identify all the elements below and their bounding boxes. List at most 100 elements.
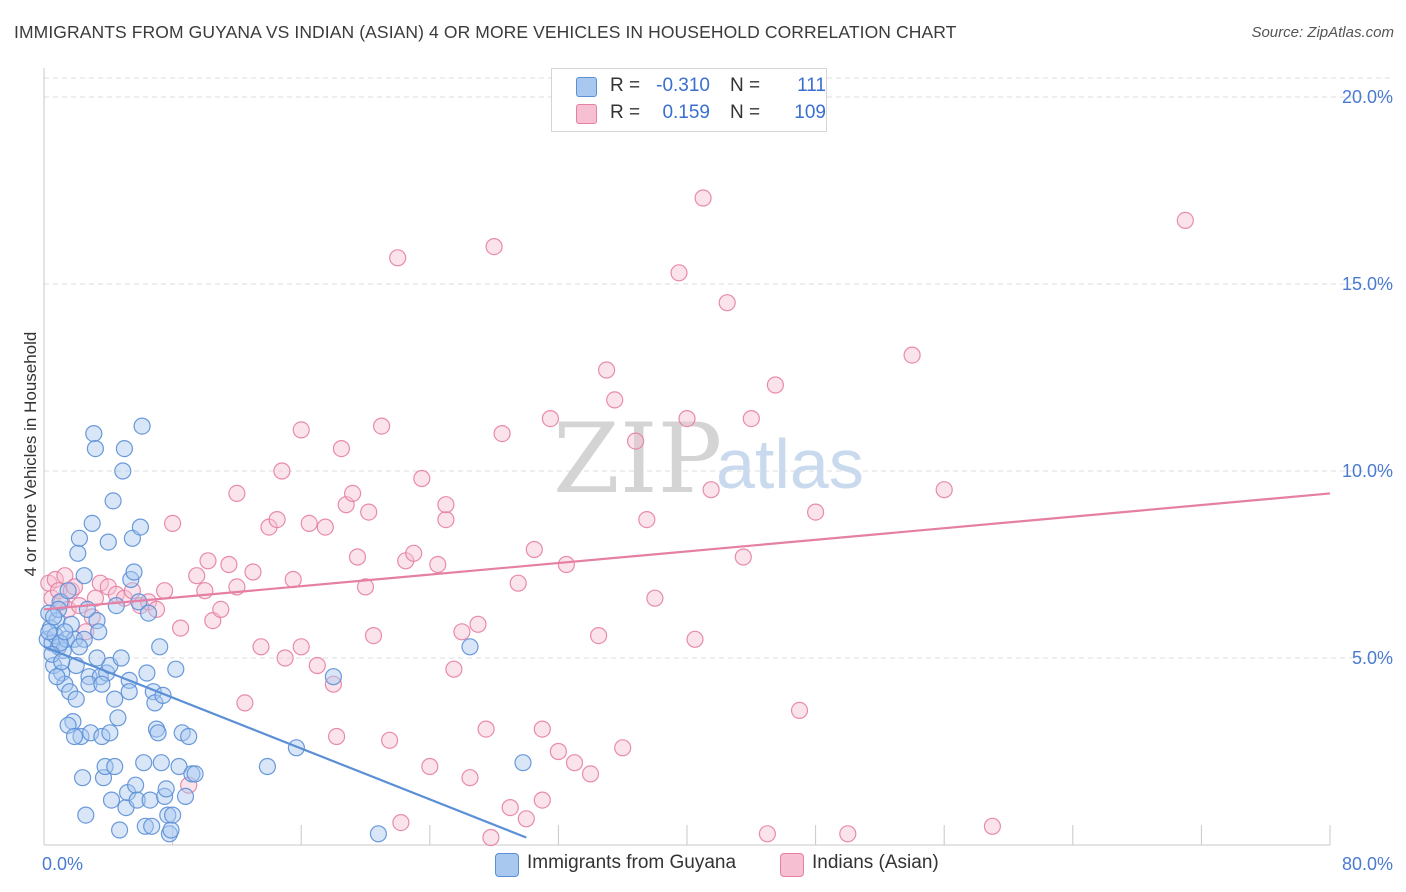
point-indian xyxy=(606,391,624,409)
point-indian xyxy=(742,410,760,428)
point-indian xyxy=(364,626,383,645)
point-guyana xyxy=(287,739,305,757)
point-indian xyxy=(284,570,302,589)
point-guyana xyxy=(72,727,90,746)
point-indian xyxy=(517,810,535,828)
point-guyana xyxy=(44,608,63,626)
tick-labels: 5.0% 10.0% 15.0% 20.0% 0.0% 80.0% xyxy=(42,87,1393,874)
legend-r-value: 0.159 xyxy=(662,102,710,123)
x-tick-label: 0.0% xyxy=(42,854,83,874)
point-indian xyxy=(839,825,857,843)
point-indian xyxy=(236,694,254,712)
point-indian xyxy=(718,294,736,312)
point-indian xyxy=(228,484,246,502)
point-guyana xyxy=(109,709,127,727)
point-guyana xyxy=(141,791,159,809)
point-indian xyxy=(790,701,809,720)
point-indian xyxy=(348,548,367,566)
point-guyana xyxy=(157,780,175,798)
point-indian xyxy=(589,626,608,645)
point-indian xyxy=(477,720,495,738)
point-indian xyxy=(638,510,656,529)
legend-n-label: N = xyxy=(730,102,761,123)
point-guyana xyxy=(114,462,132,480)
point-guyana xyxy=(128,791,146,809)
point-guyana xyxy=(107,596,125,615)
trend-lines xyxy=(43,492,1331,839)
point-indian xyxy=(758,825,777,843)
point-guyana xyxy=(138,664,156,682)
point-indian xyxy=(46,570,64,589)
trend-line-guyana xyxy=(43,645,527,839)
point-guyana xyxy=(133,417,151,435)
point-indian xyxy=(212,600,230,619)
point-indian xyxy=(702,481,720,499)
point-indian xyxy=(597,361,616,379)
point-guyana xyxy=(48,668,66,686)
legend-label: Indians (Asian) xyxy=(812,852,939,873)
point-guyana xyxy=(176,787,195,806)
point-guyana xyxy=(110,821,129,839)
point-indian xyxy=(300,514,318,533)
point-guyana xyxy=(73,769,92,787)
point-guyana xyxy=(102,791,121,809)
point-indian xyxy=(983,817,1002,835)
point-guyana xyxy=(59,582,77,600)
point-indian xyxy=(308,656,326,675)
point-indian xyxy=(276,649,294,667)
point-indian xyxy=(413,469,431,488)
point-guyana xyxy=(96,757,114,776)
point-indian xyxy=(694,189,712,207)
point-guyana xyxy=(40,623,58,641)
point-guyana xyxy=(99,533,117,551)
point-indian xyxy=(332,440,350,458)
point-indian xyxy=(469,615,487,633)
point-indian xyxy=(541,410,560,428)
legend-swatch-blue xyxy=(495,853,519,877)
point-indian xyxy=(360,503,378,521)
point-guyana xyxy=(125,563,143,581)
point-guyana xyxy=(112,649,130,667)
point-guyana xyxy=(106,690,124,708)
point-guyana xyxy=(149,724,167,742)
point-indian xyxy=(678,410,696,428)
point-indian xyxy=(734,548,752,566)
legend-n-value: 109 xyxy=(794,102,826,123)
point-indian xyxy=(806,503,825,521)
point-indian xyxy=(373,417,391,435)
point-indian xyxy=(220,555,238,574)
point-indian xyxy=(461,769,479,787)
point-indian xyxy=(344,484,362,502)
y-tick-label: 5.0% xyxy=(1352,648,1393,668)
point-indian xyxy=(437,510,455,529)
point-indian xyxy=(533,720,551,738)
point-indian xyxy=(252,638,270,656)
point-guyana xyxy=(69,544,87,562)
point-guyana xyxy=(143,817,161,835)
point-guyana xyxy=(104,492,122,510)
point-guyana xyxy=(67,690,85,708)
point-guyana xyxy=(101,724,119,742)
point-indian xyxy=(172,619,190,637)
legend-swatch-blue xyxy=(576,77,597,97)
point-indian xyxy=(199,552,217,570)
point-indian xyxy=(244,563,262,581)
watermark-zip: ZIP xyxy=(553,403,722,515)
point-indian xyxy=(292,421,310,439)
point-indian xyxy=(147,600,166,619)
point-guyana xyxy=(180,727,198,746)
point-indian xyxy=(485,238,503,256)
point-indian xyxy=(557,555,576,574)
legend-r-label: R = xyxy=(610,75,641,96)
point-guyana xyxy=(186,765,204,783)
point-indian xyxy=(614,739,632,757)
data-points xyxy=(38,189,1194,847)
point-indian xyxy=(268,510,286,529)
point-guyana xyxy=(90,623,108,641)
point-guyana xyxy=(120,683,138,701)
point-guyana xyxy=(164,806,182,824)
legend-n-label: N = xyxy=(730,75,761,96)
point-guyana xyxy=(85,425,103,443)
point-indian xyxy=(766,376,785,394)
point-indian xyxy=(421,757,439,776)
